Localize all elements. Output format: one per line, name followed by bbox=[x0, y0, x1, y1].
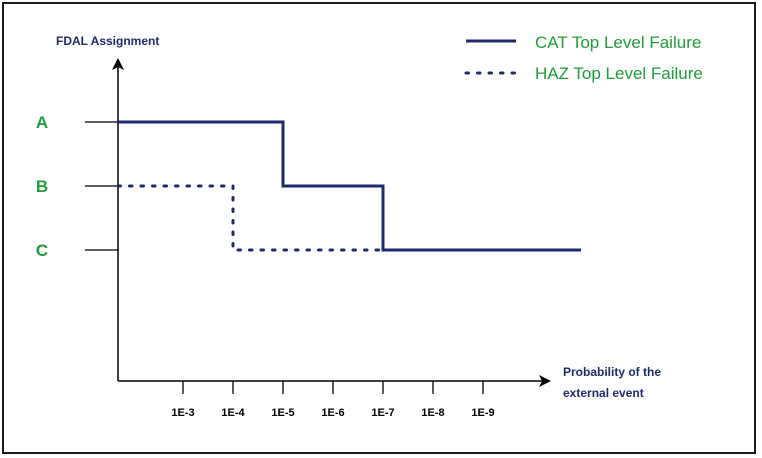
x-tick-label: 1E-3 bbox=[171, 407, 194, 419]
x-tick-label: 1E-8 bbox=[421, 407, 444, 419]
legend-label-haz: HAZ Top Level Failure bbox=[535, 64, 703, 83]
x-tick-label: 1E-6 bbox=[321, 407, 344, 419]
x-axis-label-line1: Probability of the bbox=[563, 365, 661, 379]
y-axis-label: FDAL Assignment bbox=[56, 34, 159, 48]
legend: CAT Top Level Failure HAZ Top Level Fail… bbox=[464, 33, 703, 83]
series-line-cat bbox=[118, 120, 581, 252]
level-label-b: B bbox=[36, 177, 48, 196]
x-tick-label: 1E-4 bbox=[221, 407, 245, 419]
legend-label-cat: CAT Top Level Failure bbox=[535, 33, 701, 52]
level-label-c: C bbox=[36, 241, 48, 260]
series-line-haz bbox=[116, 184, 385, 252]
x-tick-label: 1E-9 bbox=[471, 407, 494, 419]
level-label-a: A bbox=[36, 113, 48, 132]
x-axis-label-line2: external event bbox=[563, 386, 644, 400]
x-tick-label: 1E-5 bbox=[271, 407, 294, 419]
x-tick-label: 1E-7 bbox=[371, 407, 394, 419]
chart-frame bbox=[2, 2, 756, 454]
